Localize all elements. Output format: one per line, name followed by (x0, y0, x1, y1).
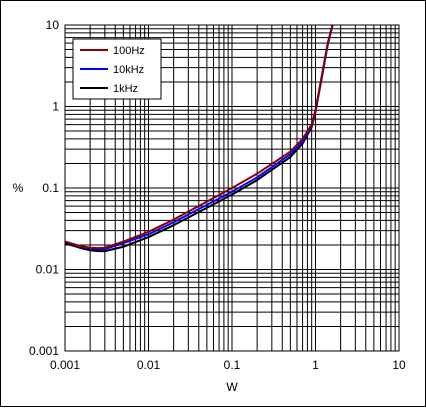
y-tick-label: 0.001 (29, 344, 59, 358)
series-line-100Hz (64, 24, 334, 250)
legend: 100Hz 10kHz 1kHz (72, 38, 162, 100)
y-tick-labels: 0.001 0.01 0.1 1 10 (29, 18, 59, 358)
y-tick-label: 10 (46, 18, 60, 32)
x-tick-label: 0.01 (137, 358, 161, 372)
y-axis-label: % (13, 181, 24, 195)
legend-label: 100Hz (113, 45, 145, 57)
x-tick-label: 0.1 (224, 358, 241, 372)
x-tick-label: 10 (392, 358, 406, 372)
x-axis-label: W (226, 380, 238, 394)
y-tick-label: 0.1 (42, 181, 59, 195)
legend-label: 10kHz (113, 64, 144, 76)
y-tick-label: 0.01 (36, 263, 60, 277)
x-tick-label: 0.001 (50, 358, 80, 372)
x-tick-label: 1 (312, 358, 319, 372)
plot-area (64, 24, 400, 352)
x-tick-labels: 0.001 0.01 0.1 1 10 (50, 358, 406, 372)
legend-label: 1kHz (113, 83, 138, 95)
y-tick-label: 1 (52, 100, 59, 114)
series-lines (64, 24, 334, 253)
